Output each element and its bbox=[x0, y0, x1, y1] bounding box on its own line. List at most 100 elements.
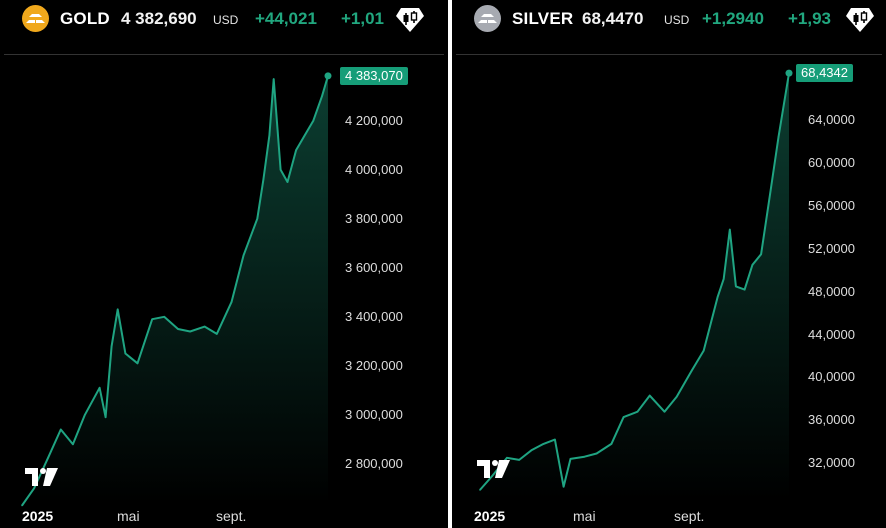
silver-data-point bbox=[530, 449, 533, 452]
gold-data-point bbox=[216, 333, 218, 335]
gold-data-point bbox=[262, 178, 265, 181]
silver-data-point bbox=[554, 438, 556, 441]
gold-data-point bbox=[279, 168, 282, 171]
silver-y-tick-label: 52,0000 bbox=[808, 240, 855, 256]
gold-data-point bbox=[230, 301, 233, 303]
gold-data-point bbox=[268, 134, 271, 137]
gold-y-tick-label: 3 200,000 bbox=[345, 357, 403, 373]
x-tick-may: mai bbox=[117, 508, 140, 524]
gold-data-point bbox=[272, 78, 275, 80]
silver-y-tick-label: 44,0000 bbox=[808, 326, 855, 342]
silver-data-point bbox=[690, 370, 693, 372]
candlestick-icon[interactable] bbox=[842, 2, 878, 38]
silver-data-point bbox=[636, 410, 639, 413]
gold-currency: USD bbox=[213, 13, 239, 27]
silver-data-point bbox=[760, 253, 762, 255]
gold-data-point bbox=[286, 181, 289, 183]
silver-data-point bbox=[595, 452, 598, 455]
silver-data-point bbox=[722, 278, 725, 280]
x-tick-sept: sept. bbox=[674, 508, 705, 524]
tradingview-logo-icon bbox=[25, 468, 58, 486]
silver-y-tick-label: 60,0000 bbox=[808, 155, 855, 171]
gold-chart[interactable] bbox=[0, 0, 448, 528]
silver-y-tick-label: 64,0000 bbox=[808, 112, 855, 128]
x-tick-year: 2025 bbox=[22, 508, 54, 524]
gold-data-point bbox=[33, 487, 35, 490]
x-tick-sept: sept. bbox=[216, 508, 247, 524]
gold-data-point bbox=[189, 330, 191, 333]
silver-bars-icon bbox=[474, 5, 501, 32]
silver-data-point bbox=[648, 394, 651, 397]
silver-data-point bbox=[751, 264, 754, 266]
gold-y-tick-label: 3 600,000 bbox=[345, 259, 403, 275]
silver-data-point bbox=[702, 349, 705, 352]
gold-data-point bbox=[295, 149, 297, 151]
gold-data-point bbox=[98, 387, 101, 389]
gold-data-point bbox=[136, 362, 139, 365]
silver-data-point bbox=[569, 458, 572, 460]
gold-data-point bbox=[321, 95, 323, 97]
gold-y-tick-label: 4 200,000 bbox=[345, 112, 403, 128]
x-tick-may: mai bbox=[573, 508, 596, 524]
gold-area-fill bbox=[22, 75, 328, 506]
gold-data-point bbox=[177, 328, 179, 330]
silver-header[interactable]: SILVER 68,4470 USD +1,2940 +1,93 bbox=[452, 0, 886, 40]
silver-data-point bbox=[729, 228, 731, 231]
silver-data-point bbox=[716, 296, 719, 298]
silver-change: +1,2940 bbox=[702, 9, 764, 28]
gold-y-tick-label: 3 400,000 bbox=[345, 308, 403, 324]
silver-currency: USD bbox=[664, 13, 690, 27]
gold-data-point bbox=[312, 119, 315, 122]
gold-bars-icon bbox=[22, 5, 49, 32]
gold-data-point bbox=[303, 134, 306, 137]
tradingview-logo-icon bbox=[477, 460, 510, 478]
gold-data-point bbox=[124, 352, 127, 355]
silver-data-point bbox=[622, 416, 625, 418]
silver-change-percent: +1,93 bbox=[788, 9, 832, 28]
silver-last-price-badge: 68,4342 bbox=[796, 63, 853, 82]
gold-header[interactable]: GOLD 4 382,690 USD +44,021 +1,01 bbox=[0, 0, 448, 40]
gold-panel: GOLD 4 382,690 USD +44,021 +1,01 4 200,0… bbox=[0, 0, 448, 528]
header-separator bbox=[4, 54, 444, 55]
silver-y-tick-label: 48,0000 bbox=[808, 283, 855, 299]
silver-data-point bbox=[735, 285, 737, 288]
gold-data-point bbox=[21, 504, 23, 507]
gold-data-point bbox=[60, 428, 62, 431]
silver-data-point bbox=[769, 189, 772, 191]
gold-data-point bbox=[163, 316, 165, 318]
silver-data-point bbox=[610, 443, 613, 445]
gold-data-point bbox=[84, 414, 86, 416]
header-separator bbox=[456, 54, 882, 55]
silver-data-point bbox=[518, 459, 520, 461]
gold-last-point bbox=[324, 72, 332, 80]
panel-divider bbox=[448, 0, 452, 528]
gold-last-price-badge: 4 383,070 bbox=[340, 66, 408, 85]
gold-data-point bbox=[151, 318, 153, 321]
gold-symbol: GOLD bbox=[60, 9, 110, 28]
silver-symbol: SILVER bbox=[512, 9, 574, 28]
silver-data-point bbox=[562, 485, 565, 488]
silver-data-point bbox=[663, 410, 666, 413]
silver-data-point bbox=[777, 135, 780, 138]
silver-y-tick-label: 32,0000 bbox=[808, 455, 855, 471]
gold-y-tick-label: 3 000,000 bbox=[345, 406, 403, 422]
gold-data-point bbox=[72, 443, 74, 446]
gold-data-point bbox=[110, 345, 113, 348]
silver-y-tick-label: 36,0000 bbox=[808, 412, 855, 428]
silver-y-tick-label: 40,0000 bbox=[808, 369, 855, 385]
silver-data-point bbox=[506, 457, 508, 459]
gold-y-tick-label: 2 800,000 bbox=[345, 455, 403, 471]
gold-y-tick-label: 4 000,000 bbox=[345, 161, 403, 177]
silver-data-point bbox=[583, 455, 586, 458]
silver-data-point bbox=[542, 443, 545, 445]
x-tick-year: 2025 bbox=[474, 508, 506, 524]
gold-data-point bbox=[47, 455, 50, 458]
silver-y-tick-label: 56,0000 bbox=[808, 198, 855, 213]
gold-y-tick-label: 3 800,000 bbox=[345, 210, 403, 226]
gold-change-percent: +1,01 bbox=[341, 9, 385, 28]
silver-area-fill bbox=[480, 73, 789, 500]
gold-data-point bbox=[104, 416, 107, 419]
candlestick-icon[interactable] bbox=[392, 2, 428, 38]
silver-data-point bbox=[743, 288, 746, 291]
silver-chart[interactable] bbox=[452, 0, 886, 528]
